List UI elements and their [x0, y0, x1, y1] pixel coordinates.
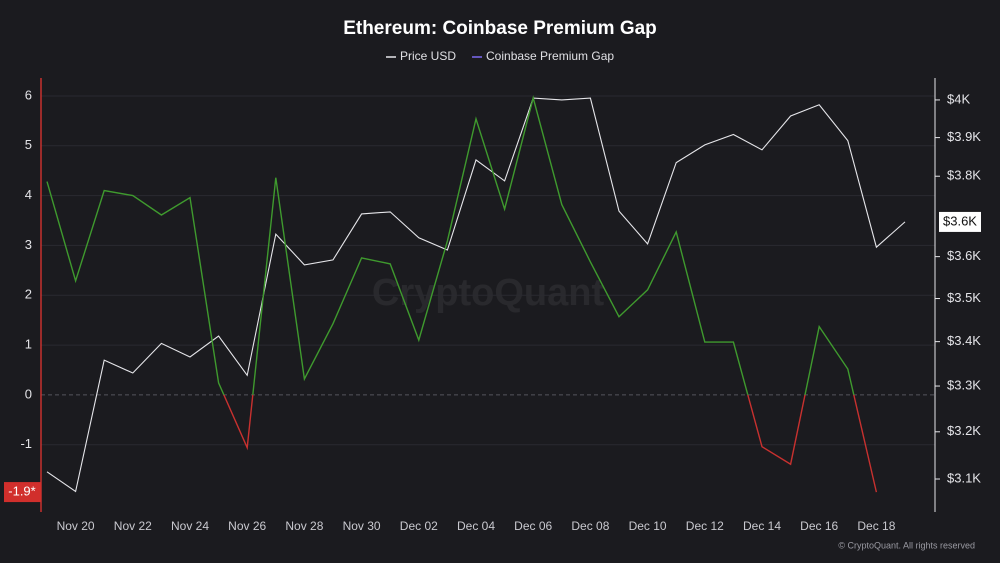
- y2-tick-label: $3.9K: [947, 129, 981, 144]
- y-tick-label: -1: [20, 436, 32, 451]
- price-line: [46, 97, 906, 493]
- y2-tick-label: $3.1K: [947, 470, 981, 485]
- legend-label: Price USD: [400, 49, 456, 63]
- x-tick-label: Dec 02: [400, 519, 438, 533]
- y-tick-label: 5: [25, 137, 32, 152]
- footer: © CryptoQuant. All rights reserved: [838, 540, 975, 550]
- y2-tick-label: $3.2K: [947, 423, 981, 438]
- y-tick-label: 0: [25, 386, 32, 401]
- y-tick-label: 2: [25, 287, 32, 302]
- y-tick-label: 6: [25, 87, 32, 102]
- y2-tick-label: $3.8K: [947, 168, 981, 183]
- y-tick-label: 3: [25, 237, 32, 252]
- x-tick-label: Nov 26: [228, 519, 266, 533]
- y2-marker-box: [939, 211, 981, 232]
- y2-marker-label: $3.6K: [943, 213, 977, 228]
- y-tick-label: 1: [25, 337, 32, 352]
- x-tick-label: Dec 14: [743, 519, 781, 533]
- x-tick-label: Nov 28: [285, 519, 323, 533]
- y-tick-label: 4: [25, 187, 32, 202]
- x-tick-label: Dec 18: [857, 519, 895, 533]
- y-marker-label: -1.9*: [8, 484, 35, 499]
- watermark: CryptoQuant: [372, 272, 605, 314]
- x-tick-label: Nov 20: [57, 519, 95, 533]
- y2-tick-label: $4K: [947, 91, 970, 106]
- x-tick-label: Dec 06: [514, 519, 552, 533]
- x-tick-label: Dec 16: [800, 519, 838, 533]
- chart-title: Ethereum: Coinbase Premium Gap: [343, 18, 657, 39]
- x-tick-label: Dec 04: [457, 519, 495, 533]
- x-tick-label: Dec 12: [686, 519, 724, 533]
- x-tick-label: Dec 10: [629, 519, 667, 533]
- legend-label: Coinbase Premium Gap: [486, 49, 614, 63]
- x-tick-label: Dec 08: [571, 519, 609, 533]
- y2-tick-label: $3.6K: [947, 248, 981, 263]
- x-tick-label: Nov 24: [171, 519, 209, 533]
- y2-tick-label: $3.3K: [947, 377, 981, 392]
- y-marker-box: [4, 482, 41, 503]
- gap-line-positive: [46, 95, 855, 395]
- y2-tick-label: $3.5K: [947, 290, 981, 305]
- x-tick-label: Nov 22: [114, 519, 152, 533]
- x-tick-label: Nov 30: [343, 519, 381, 533]
- y2-tick-label: $3.4K: [947, 333, 981, 348]
